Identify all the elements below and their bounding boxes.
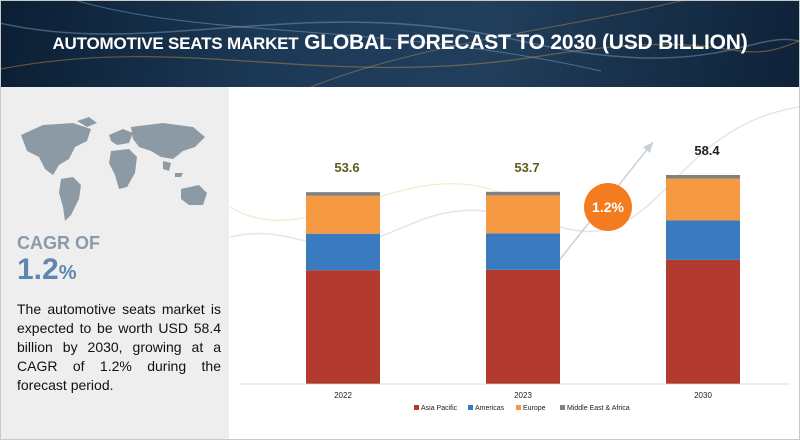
world-map-icon [21,117,207,221]
title-main: GLOBAL FORECAST TO 2030 (USD BILLION) [298,31,748,54]
legend-label-americas: Americas [475,405,505,412]
cagr-value: 1.2% [17,253,77,287]
total-label-2030: 58.4 [694,143,720,158]
title-lead: AUTOMOTIVE SEATS MARKET [52,34,299,53]
total-label-2023: 53.7 [514,160,539,175]
legend-label-europe: Europe [523,405,546,412]
legend-swatch-americas [468,405,473,410]
bar-europe-2030 [666,178,740,221]
bar-asia-pacific-2030 [666,259,740,384]
bar-asia-pacific-2022 [306,270,380,384]
legend-swatch-middle-east-africa [560,405,565,410]
market-description: The automotive seats market is expected … [17,301,221,393]
x-tick-label-2030: 2030 [694,391,712,400]
bar-americas-2030 [666,220,740,260]
summary-panel: CAGR OF 1.2% The automotive seats market… [1,87,229,439]
page-title: AUTOMOTIVE SEATS MARKET GLOBAL FORECAST … [1,31,799,55]
x-tick-label-2022: 2022 [334,391,352,400]
bar-middle-east-africa-2030 [666,175,740,179]
x-tick-label-2023: 2023 [514,391,532,400]
legend-label-middle-east-africa: Middle East & Africa [567,405,630,412]
bar-americas-2023 [486,233,560,270]
cagr-unit: % [58,262,77,284]
bar-americas-2022 [306,233,380,271]
cagr-label: CAGR OF [17,233,100,253]
legend-label-asia-pacific: Asia Pacific [421,405,458,412]
light-streaks-decoration [1,1,799,87]
bar-europe-2023 [486,195,560,234]
growth-rate-badge: 1.2% [584,183,632,231]
header-banner: AUTOMOTIVE SEATS MARKET GLOBAL FORECAST … [1,1,799,87]
legend-swatch-europe [516,405,521,410]
total-label-2022: 53.6 [334,160,359,175]
legend-swatch-asia-pacific [414,405,419,410]
bar-europe-2022 [306,195,380,234]
trend-arrow-head [643,142,653,153]
stacked-bar-chart: 53.6 2022 53.7 2023 58.4 2030 Asia Pacific Ame… [230,106,799,412]
bar-asia-pacific-2023 [486,269,560,384]
bar-middle-east-africa-2023 [486,191,560,196]
cagr-number: 1.2 [17,253,59,286]
bar-middle-east-africa-2022 [306,192,380,196]
